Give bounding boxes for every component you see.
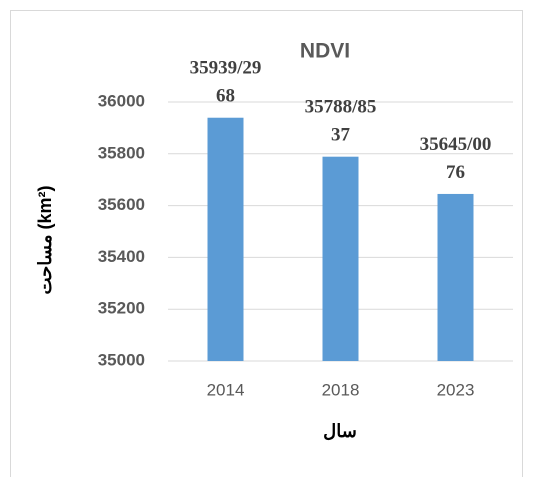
chart-title: NDVI [300, 40, 350, 63]
y-axis-label: مساحت (km²) [35, 185, 55, 294]
y-tick-label: 35200 [98, 299, 145, 318]
bar [322, 156, 359, 361]
value-label-line: 35939/29 [190, 58, 262, 79]
y-tick-label: 35800 [98, 143, 145, 162]
value-label-line: 68 [216, 86, 235, 107]
x-axis-label: سال [323, 421, 357, 441]
y-tick-label: 35000 [98, 350, 145, 369]
y-tick-label: 36000 [98, 91, 145, 110]
chart-frame [10, 10, 523, 477]
value-label: 35788/85 37 [305, 97, 377, 146]
value-label-line: 35788/85 [305, 97, 377, 118]
value-label: 35645/00 76 [420, 134, 492, 183]
x-tick-label: 2014 [207, 380, 245, 399]
x-tick-label: 2023 [437, 380, 475, 399]
value-label-line: 35645/00 [420, 134, 492, 155]
y-tick-label: 35600 [98, 195, 145, 214]
bar [207, 117, 244, 361]
value-label-line: 37 [331, 125, 351, 146]
value-label-line: 76 [446, 162, 465, 183]
value-label: 35939/29 68 [190, 58, 262, 107]
bar [437, 193, 474, 361]
x-tick-label: 2018 [322, 380, 360, 399]
y-tick-label: 35400 [98, 247, 145, 266]
